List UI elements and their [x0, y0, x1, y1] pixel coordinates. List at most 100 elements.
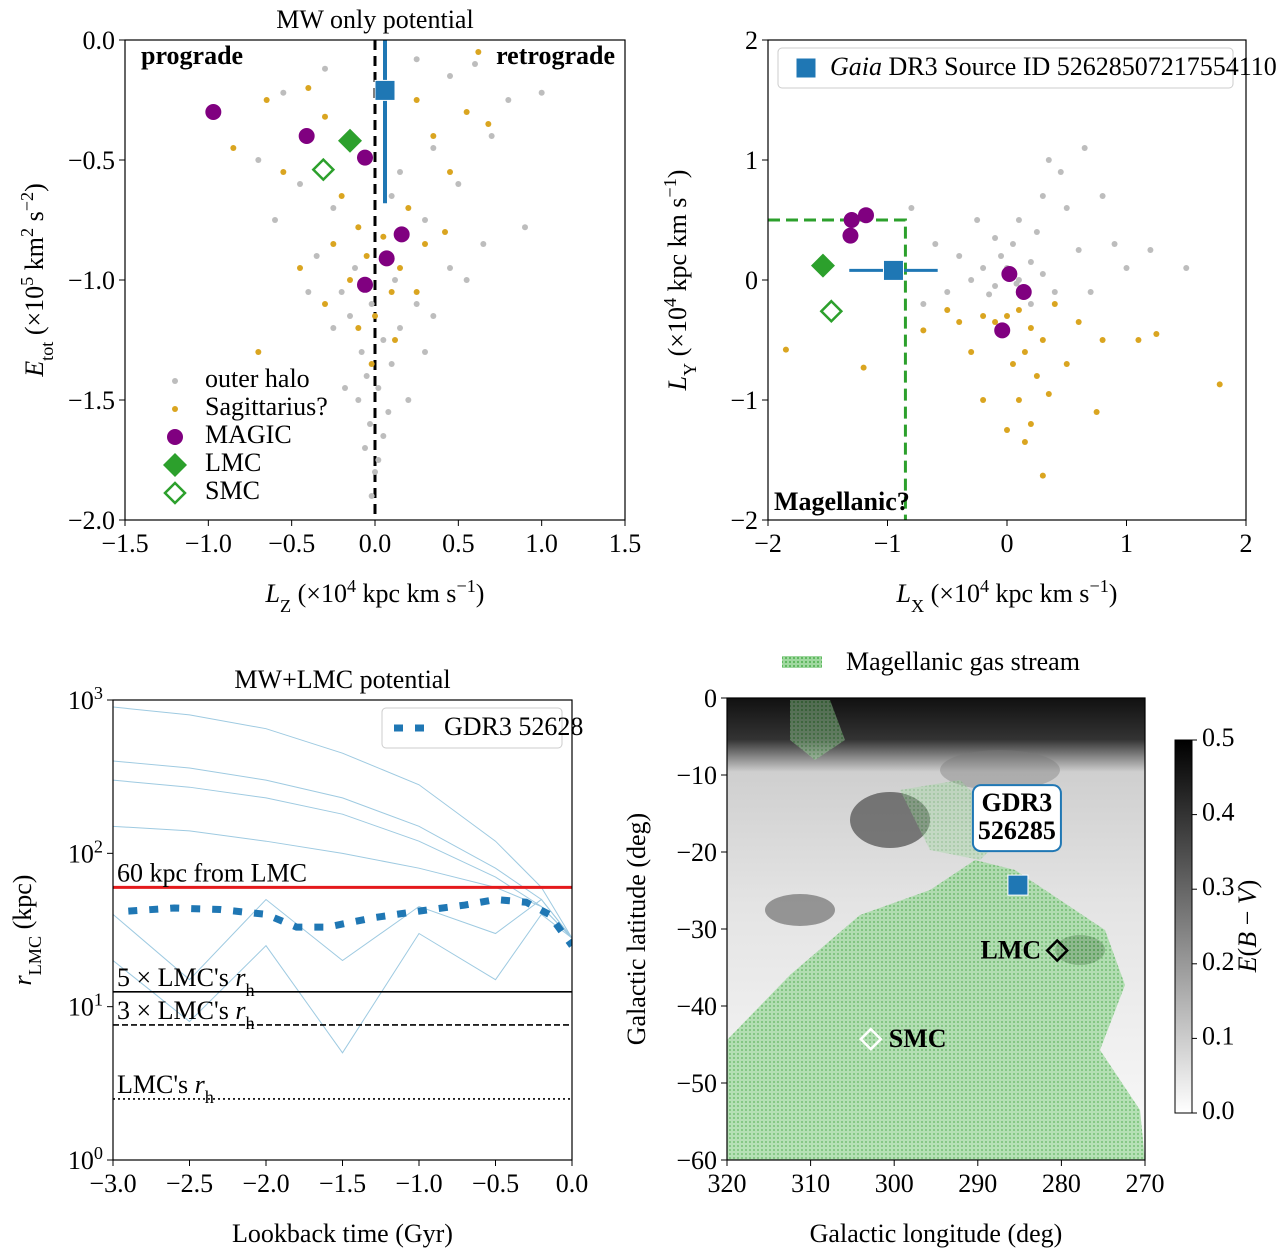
point — [944, 307, 951, 313]
text-part: − — [1233, 904, 1262, 932]
legend-label: Gaia DR3 Source ID 5262850721755411072 — [830, 52, 1277, 81]
text-part: 10 — [68, 839, 94, 868]
point — [430, 145, 437, 151]
x-tick-label: −1.0 — [395, 1169, 442, 1198]
point — [263, 97, 270, 103]
point — [994, 322, 1011, 339]
point — [1045, 938, 1069, 963]
text-part: 2 — [94, 836, 103, 856]
y-tick-label: −40 — [676, 992, 717, 1021]
legend-label: LMC — [205, 448, 261, 477]
point — [860, 364, 867, 371]
text-part: (×10 — [291, 579, 347, 608]
legend-box — [777, 47, 1234, 89]
point — [172, 378, 178, 384]
point — [463, 109, 470, 115]
text-part: ) — [476, 579, 485, 608]
point — [367, 421, 373, 427]
point — [986, 291, 993, 298]
point — [1021, 439, 1028, 445]
threshold-label: 5 × LMC's rh — [117, 963, 255, 1000]
x-tick-label: −1.0 — [185, 529, 232, 558]
text-part: 3 × LMC's — [117, 996, 235, 1025]
x-tick-label: −1.5 — [101, 529, 148, 558]
y-tick-label: 0.0 — [83, 26, 116, 55]
text-part: ) — [663, 170, 692, 179]
point — [330, 325, 337, 331]
point — [1015, 284, 1032, 300]
point — [1183, 265, 1190, 271]
point — [1087, 289, 1094, 295]
text-part: (×10 — [924, 579, 980, 608]
x-axis-label: LZ (×104 kpc km s−1) — [265, 576, 485, 616]
x-tick-label: 0.0 — [556, 1169, 589, 1198]
point — [368, 361, 375, 367]
point — [944, 289, 951, 295]
orbit — [113, 913, 572, 1054]
point — [1004, 427, 1010, 433]
point — [167, 429, 183, 445]
point — [322, 113, 328, 120]
point — [347, 313, 353, 319]
point — [859, 1027, 883, 1051]
text-part: 0 — [94, 1143, 103, 1163]
point — [1099, 337, 1106, 343]
y-tick-label: −2 — [730, 506, 758, 535]
text-part: 4 — [980, 576, 989, 596]
point — [363, 373, 370, 379]
point — [475, 49, 482, 55]
point — [430, 313, 437, 319]
x-tick-label: 0.5 — [442, 529, 475, 558]
point — [380, 233, 387, 240]
x-tick-label: 310 — [791, 1169, 830, 1198]
text-part: kpc km s — [356, 579, 456, 608]
point — [305, 289, 312, 295]
x-tick-label: −2.0 — [242, 1169, 289, 1198]
point — [413, 97, 420, 103]
text-part: s — [20, 211, 49, 228]
point — [368, 301, 375, 307]
point — [297, 181, 303, 187]
x-tick-label: 280 — [1042, 1169, 1081, 1198]
text-part: Gaia — [830, 52, 882, 81]
point — [163, 453, 187, 477]
colorbar — [1174, 739, 1193, 1114]
point — [455, 181, 462, 187]
text-part: LMC — [25, 936, 45, 975]
point — [522, 224, 528, 231]
legend-label: outer halo — [205, 364, 310, 393]
point — [1057, 169, 1064, 175]
y-tick-label: 101 — [68, 990, 103, 1022]
y-tick-label: 2 — [745, 26, 758, 55]
point — [1099, 193, 1106, 199]
point — [882, 259, 904, 281]
legend-label: Sagittarius? — [205, 392, 328, 421]
y-tick-label: −30 — [676, 915, 717, 944]
point — [485, 121, 492, 127]
point — [480, 241, 487, 247]
point — [172, 406, 178, 412]
text-part: L — [896, 579, 911, 608]
y-axis-label: rLMC (kpc) — [8, 875, 45, 986]
x-tick-label: 1.5 — [609, 529, 642, 558]
point — [375, 385, 382, 391]
point — [330, 205, 337, 211]
text-part: −1 — [660, 178, 680, 197]
text-part: B — [1233, 932, 1262, 948]
point — [956, 253, 963, 259]
text-part: −2 — [17, 192, 37, 211]
y-tick-label: −1 — [730, 386, 758, 415]
point — [1051, 289, 1058, 295]
point — [932, 241, 939, 247]
plot-area — [859, 874, 1069, 1051]
point — [205, 104, 222, 120]
point — [1075, 319, 1082, 325]
point — [998, 253, 1005, 259]
text-part: kpc km s — [989, 579, 1089, 608]
point — [1027, 301, 1034, 307]
point — [1153, 331, 1160, 337]
point — [1015, 397, 1022, 403]
point — [857, 207, 874, 224]
point — [1216, 381, 1223, 388]
point — [413, 56, 420, 63]
